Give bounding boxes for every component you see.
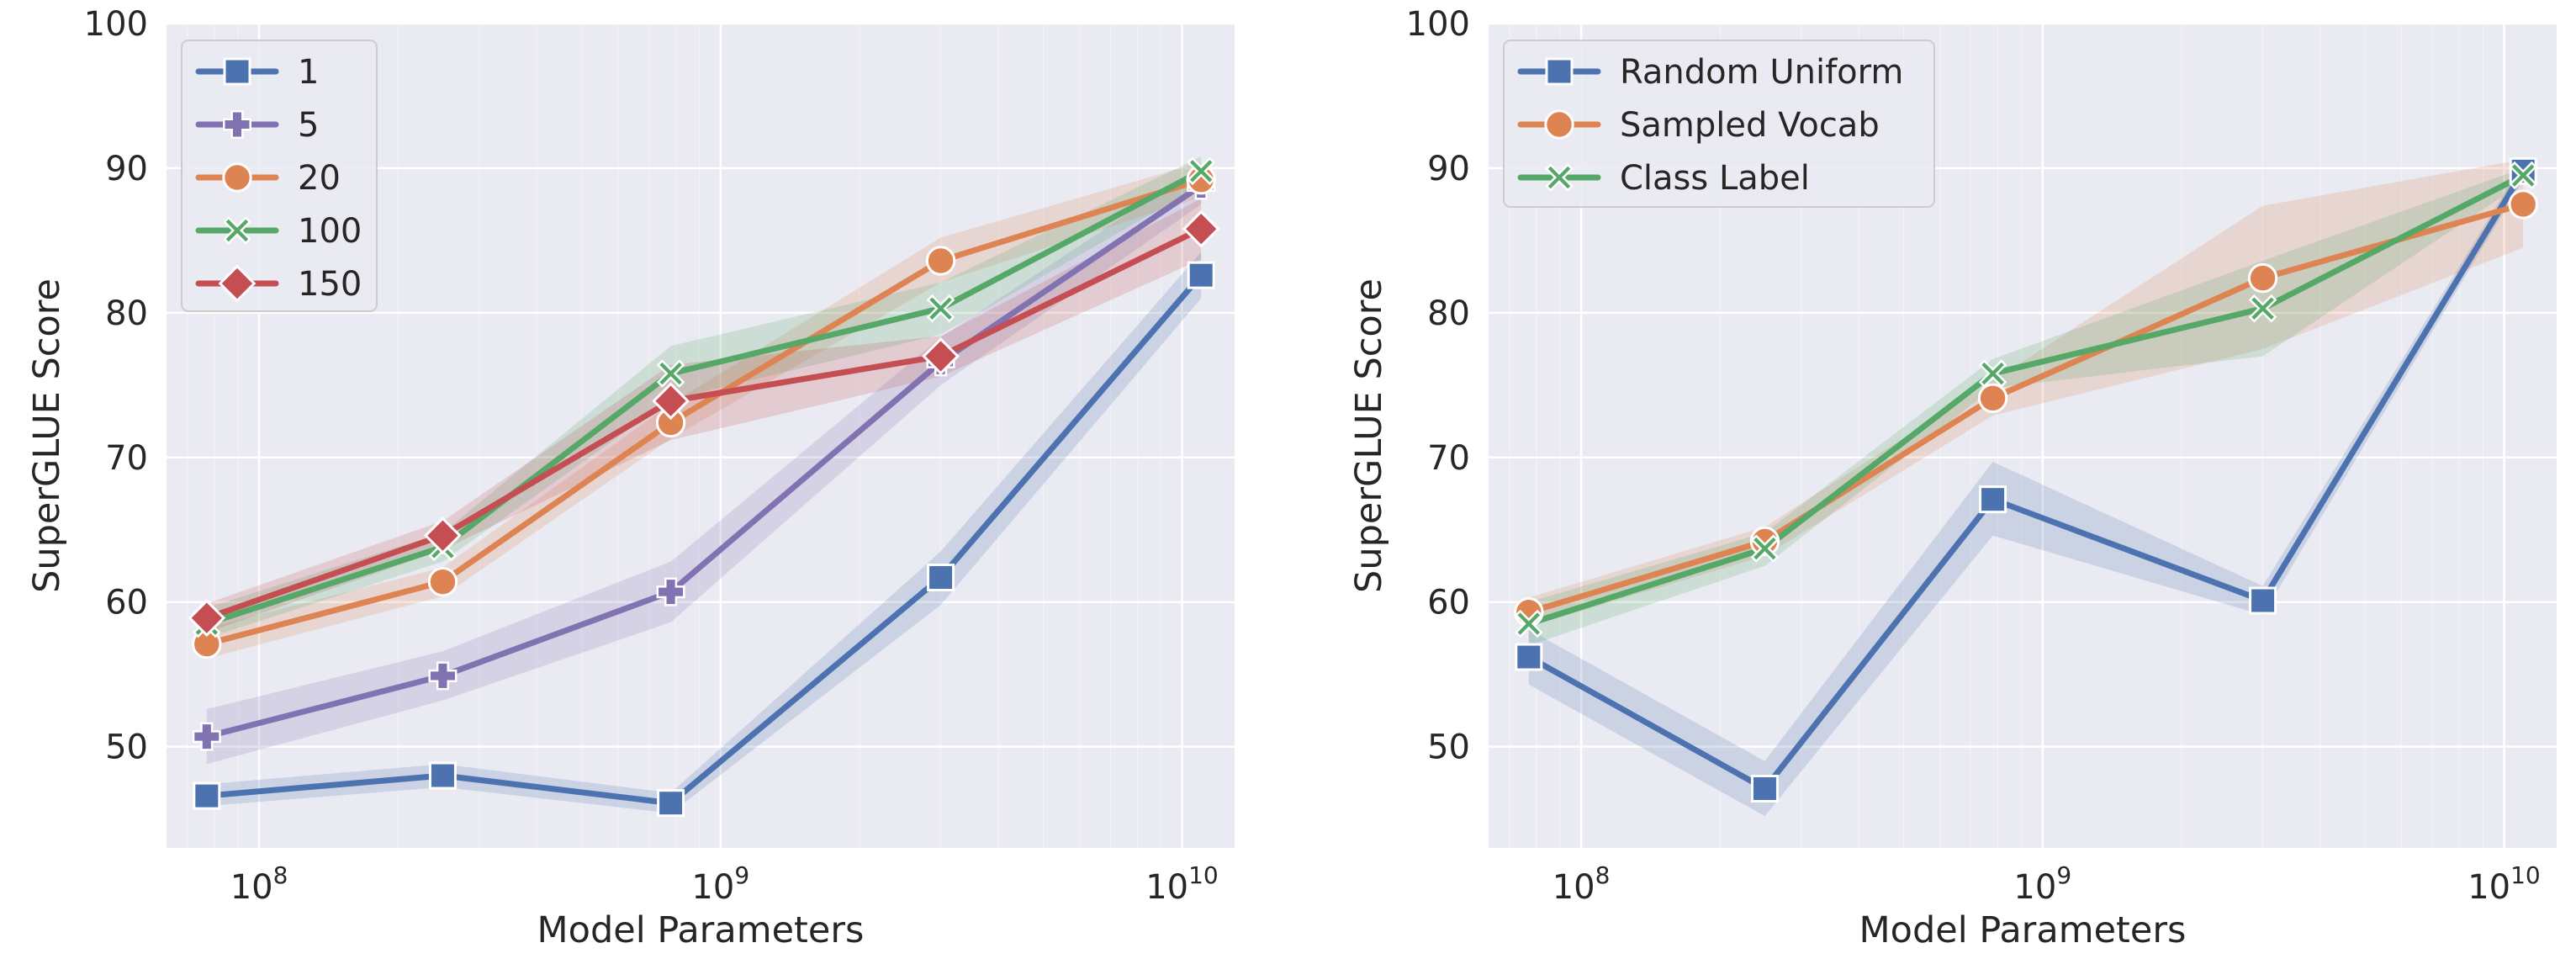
data-point-series-2 <box>925 246 956 276</box>
data-point-series-4 <box>922 337 960 375</box>
y-axis-label: SuperGLUE Score <box>1348 278 1390 593</box>
x-axis-label: Model Parameters <box>537 909 865 951</box>
data-point-series-2 <box>2509 161 2537 190</box>
y-tick-label: 70 <box>1427 439 1470 478</box>
y-tick-label: 80 <box>105 294 148 333</box>
x-tick-label: 1010 <box>2468 861 2541 907</box>
confidence-bands <box>206 156 1202 813</box>
data-point-series-4 <box>188 599 226 638</box>
x-tick-label: 109 <box>2013 861 2071 907</box>
y-tick-label: 60 <box>105 584 148 622</box>
data-point-series-1 <box>2247 262 2278 294</box>
data-point-series-3 <box>926 294 955 323</box>
data-point-series-0 <box>193 781 221 810</box>
legend-marker-2 <box>1545 163 1574 192</box>
data-point-series-0 <box>428 761 457 790</box>
series-lines <box>1514 156 2538 803</box>
data-point-series-2 <box>1515 609 1543 638</box>
y-tick-label: 70 <box>105 439 148 478</box>
y-tick-label: 100 <box>84 5 148 44</box>
legend-label: 5 <box>298 106 319 145</box>
left-chart-panel: 50 60 70 80 90 100 108 109 1010 Model Parameters S… <box>26 5 1235 951</box>
data-point-series-1 <box>1749 526 1780 557</box>
legend-marker-2 <box>222 162 252 193</box>
data-point-series-2 <box>1978 359 2007 388</box>
data-point-series-0 <box>657 789 685 818</box>
legend-frame <box>181 40 378 312</box>
legend-label: Class Label <box>1620 159 1810 198</box>
data-point-series-0 <box>1187 261 1215 289</box>
data-point-series-4 <box>652 382 690 421</box>
legend: 1 5 20 100 150 <box>181 40 378 312</box>
confidence-band-series-2 <box>1528 167 2524 646</box>
right-chart-panel: 50 60 70 80 90 100 108 109 1010 Model Parameters S… <box>1348 5 2557 951</box>
data-point-series-0 <box>927 563 955 591</box>
y-tick-label: 80 <box>1427 294 1470 333</box>
data-point-series-3 <box>656 359 685 388</box>
legend-marker-0 <box>223 57 251 86</box>
y-tick-label: 100 <box>1406 5 1470 44</box>
data-point-series-1 <box>1977 383 2008 413</box>
legend-marker-0 <box>1545 57 1574 86</box>
x-tick-label: 108 <box>1552 861 1611 907</box>
legend-label: 150 <box>298 265 362 304</box>
x-axis-label: Model Parameters <box>1859 909 2187 951</box>
data-point-series-4 <box>1182 209 1220 248</box>
x-tick-label: 109 <box>691 861 749 907</box>
data-point-series-0 <box>1979 485 2007 514</box>
legend-label: 20 <box>298 159 341 198</box>
confidence-band-series-1 <box>206 165 1202 765</box>
data-point-series-3 <box>1187 156 1215 186</box>
y-tick-label: 50 <box>1427 728 1470 767</box>
legend-label: Random Uniform <box>1620 53 1903 92</box>
data-point-series-2 <box>2248 294 2277 323</box>
legend-marker-3 <box>223 216 251 245</box>
legend-marker-4 <box>218 264 257 303</box>
legend-marker-1 <box>1544 109 1574 140</box>
data-point-series-0 <box>1515 643 1543 671</box>
data-point-series-0 <box>2249 586 2277 615</box>
y-tick-label: 90 <box>105 150 148 188</box>
data-point-series-0 <box>1750 775 1779 803</box>
legend-label: 1 <box>298 53 319 92</box>
x-tick-label: 1010 <box>1145 861 1219 907</box>
grid <box>167 22 1235 848</box>
legend-label: 100 <box>298 212 362 251</box>
legend: Random Uniform Sampled Vocab Class Label <box>1503 40 1935 208</box>
y-tick-label: 90 <box>1427 150 1470 188</box>
legend-frame <box>1503 40 1935 208</box>
data-point-series-1 <box>428 661 458 691</box>
confidence-band-series-0 <box>1528 162 2524 817</box>
legend-label: Sampled Vocab <box>1620 106 1880 145</box>
y-tick-label: 60 <box>1427 584 1470 622</box>
data-point-series-2 <box>1750 534 1780 563</box>
data-point-series-4 <box>424 516 462 555</box>
data-point-series-1 <box>2508 189 2538 220</box>
data-point-series-1 <box>656 577 685 606</box>
confidence-band-series-4 <box>206 199 1202 633</box>
series-lines <box>188 156 1220 818</box>
y-axis-label: SuperGLUE Score <box>26 278 68 593</box>
data-point-series-1 <box>192 722 221 751</box>
y-tick-label: 50 <box>105 728 148 767</box>
confidence-band-series-3 <box>206 156 1202 638</box>
x-tick-label: 108 <box>230 861 288 907</box>
legend-marker-1 <box>223 110 251 139</box>
data-point-series-2 <box>427 566 458 597</box>
confidence-band-series-2 <box>206 162 1202 659</box>
